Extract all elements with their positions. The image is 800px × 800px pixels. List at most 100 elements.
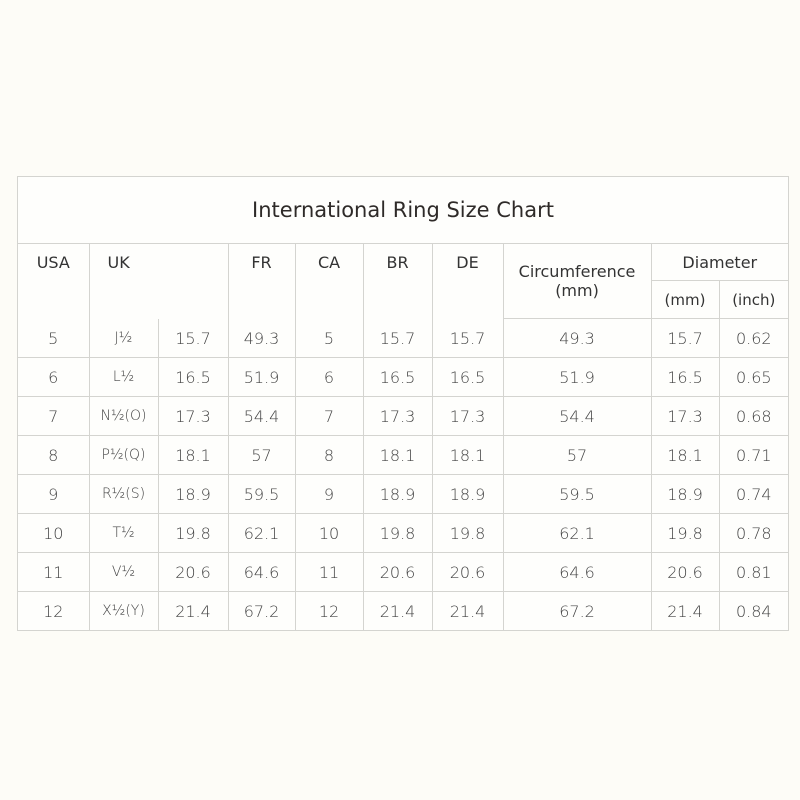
de-cell: 17.3 <box>431 396 504 436</box>
header-br: BR <box>362 244 433 319</box>
header-diameter-inch: (inch) <box>718 280 789 319</box>
usa-cell: 6 <box>18 357 90 397</box>
circumference-unit: (mm) <box>555 281 599 300</box>
circumference-cell: 62.1 <box>502 513 652 553</box>
circumference-label: Circumference <box>518 262 636 281</box>
table-row: 8 P½(Q) 18.1 57 8 18.1 18.1 57 18.1 0.71 <box>18 435 789 475</box>
ca-cell: 12 <box>294 591 364 630</box>
diameter-inch-cell: 0.62 <box>718 318 789 358</box>
diameter-inch-cell: 0.68 <box>718 396 789 436</box>
table-row: 10 T½ 19.8 62.1 10 19.8 19.8 62.1 19.8 0.78 <box>18 513 789 553</box>
uk-letter-cell: R½(S) <box>88 474 159 514</box>
ca-cell: 8 <box>294 435 364 475</box>
ca-cell: 6 <box>294 357 364 397</box>
br-cell: 17.3 <box>362 396 433 436</box>
circumference-cell: 54.4 <box>502 396 652 436</box>
diameter-inch-cell: 0.78 <box>718 513 789 553</box>
uk-letter-cell: J½ <box>88 318 159 358</box>
header-diameter: Diameter <box>650 244 789 281</box>
uk-letter-cell: T½ <box>88 513 159 553</box>
uk-letter-cell: V½ <box>88 552 159 592</box>
circumference-cell: 49.3 <box>502 318 652 358</box>
diameter-inch-cell: 0.74 <box>718 474 789 514</box>
header-diameter-mm: (mm) <box>651 280 720 319</box>
circumference-cell: 67.2 <box>502 591 652 630</box>
de-cell: 20.6 <box>431 552 504 592</box>
table-row: 5 J½ 15.7 49.3 5 15.7 15.7 49.3 15.7 0.62 <box>18 318 789 358</box>
diameter-mm-cell: 19.8 <box>650 513 720 553</box>
diameter-mm-cell: 16.5 <box>650 357 720 397</box>
fr-cell: 67.2 <box>227 591 296 630</box>
uk-number-cell: 20.6 <box>157 552 229 592</box>
uk-number-cell: 17.3 <box>157 396 229 436</box>
table-row: 11 V½ 20.6 64.6 11 20.6 20.6 64.6 20.6 0.81 <box>18 552 789 592</box>
br-cell: 20.6 <box>362 552 433 592</box>
diameter-inch-cell: 0.65 <box>718 357 789 397</box>
usa-cell: 8 <box>18 435 90 475</box>
header-circumference: Circumference (mm) <box>502 244 652 319</box>
br-cell: 18.1 <box>362 435 433 475</box>
uk-letter-cell: X½(Y) <box>88 591 159 630</box>
uk-number-cell: 18.9 <box>157 474 229 514</box>
fr-cell: 57 <box>227 435 296 475</box>
header-usa: USA <box>18 244 90 319</box>
uk-number-cell: 21.4 <box>157 591 229 630</box>
ring-size-table: USA UK FR CA BR DE Circumference (mm) Di… <box>18 244 789 630</box>
diameter-inch-cell: 0.81 <box>718 552 789 592</box>
circumference-cell: 57 <box>502 435 652 475</box>
uk-number-cell: 15.7 <box>157 318 229 358</box>
ca-cell: 9 <box>294 474 364 514</box>
usa-cell: 5 <box>18 318 90 358</box>
de-cell: 16.5 <box>431 357 504 397</box>
br-cell: 15.7 <box>362 318 433 358</box>
br-cell: 18.9 <box>362 474 433 514</box>
uk-letter-cell: L½ <box>88 357 159 397</box>
ca-cell: 7 <box>294 396 364 436</box>
fr-cell: 62.1 <box>227 513 296 553</box>
diameter-mm-cell: 20.6 <box>650 552 720 592</box>
circumference-cell: 64.6 <box>502 552 652 592</box>
circumference-cell: 59.5 <box>502 474 652 514</box>
uk-letter-cell: P½(Q) <box>88 435 159 475</box>
usa-cell: 9 <box>18 474 90 514</box>
table-row: 9 R½(S) 18.9 59.5 9 18.9 18.9 59.5 18.9 0.74 <box>18 474 789 514</box>
br-cell: 19.8 <box>362 513 433 553</box>
header-de: DE <box>431 244 504 319</box>
br-cell: 21.4 <box>362 591 433 630</box>
de-cell: 21.4 <box>431 591 504 630</box>
chart-title: International Ring Size Chart <box>18 177 788 244</box>
diameter-inch-cell: 0.84 <box>718 591 789 630</box>
de-cell: 15.7 <box>431 318 504 358</box>
diameter-mm-cell: 17.3 <box>650 396 720 436</box>
usa-cell: 11 <box>18 552 90 592</box>
usa-cell: 7 <box>18 396 90 436</box>
uk-number-cell: 19.8 <box>157 513 229 553</box>
table-row: 7 N½(O) 17.3 54.4 7 17.3 17.3 54.4 17.3 0.68 <box>18 396 789 436</box>
uk-number-cell: 18.1 <box>157 435 229 475</box>
fr-cell: 59.5 <box>227 474 296 514</box>
header-uk: UK <box>88 244 229 319</box>
uk-letter-cell: N½(O) <box>88 396 159 436</box>
de-cell: 19.8 <box>431 513 504 553</box>
ca-cell: 11 <box>294 552 364 592</box>
fr-cell: 51.9 <box>227 357 296 397</box>
br-cell: 16.5 <box>362 357 433 397</box>
de-cell: 18.9 <box>431 474 504 514</box>
table-row: 6 L½ 16.5 51.9 6 16.5 16.5 51.9 16.5 0.65 <box>18 357 789 397</box>
diameter-mm-cell: 15.7 <box>650 318 720 358</box>
ca-cell: 10 <box>294 513 364 553</box>
ca-cell: 5 <box>294 318 364 358</box>
uk-number-cell: 16.5 <box>157 357 229 397</box>
table-row: 12 X½(Y) 21.4 67.2 12 21.4 21.4 67.2 21.4 0.84 <box>18 591 789 630</box>
fr-cell: 49.3 <box>227 318 296 358</box>
fr-cell: 64.6 <box>227 552 296 592</box>
fr-cell: 54.4 <box>227 396 296 436</box>
diameter-mm-cell: 18.9 <box>650 474 720 514</box>
de-cell: 18.1 <box>431 435 504 475</box>
diameter-mm-cell: 21.4 <box>650 591 720 630</box>
usa-cell: 10 <box>18 513 90 553</box>
header-ca: CA <box>294 244 364 319</box>
diameter-mm-cell: 18.1 <box>650 435 720 475</box>
ring-size-chart: International Ring Size Chart USA UK FR … <box>17 176 789 631</box>
header-fr: FR <box>227 244 296 319</box>
